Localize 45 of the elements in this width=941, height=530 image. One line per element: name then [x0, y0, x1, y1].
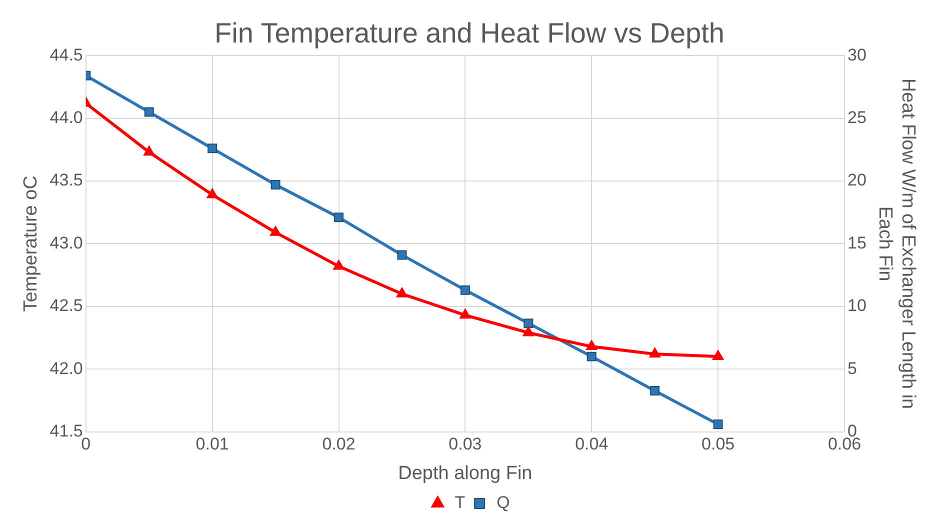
y-tick-label: 42.5	[50, 296, 83, 316]
y-tick-label: 44.0	[50, 108, 83, 127]
y2-tick-label: 15	[847, 233, 866, 252]
point	[144, 107, 154, 117]
y-tick-label: 41.5	[50, 421, 83, 440]
point	[206, 188, 218, 198]
point	[586, 340, 598, 350]
point	[649, 348, 661, 358]
y2-tick-label: 25	[847, 108, 866, 127]
point	[524, 318, 534, 328]
point	[586, 352, 596, 362]
y-tick-label: 42.0	[50, 358, 83, 378]
x-tick-label: 0.04	[575, 434, 608, 454]
x-axis-title: Depth along Fin	[398, 462, 532, 484]
point	[397, 250, 407, 260]
y-axis-title: Temperature oC	[20, 176, 42, 312]
y-tick-label: 43.5	[50, 170, 83, 190]
y-tick-label: 44.5	[50, 45, 83, 64]
point	[460, 285, 470, 295]
point	[713, 420, 723, 430]
point	[396, 287, 408, 298]
y2-axis-title: Heat Flow W/m of Exchanger Length in Each Fin	[874, 78, 918, 409]
point	[650, 386, 660, 396]
y2-tick-label: 10	[847, 296, 866, 316]
x-tick-label: 0	[81, 434, 91, 454]
point	[712, 350, 724, 360]
point	[334, 212, 344, 222]
point	[333, 260, 344, 270]
y2-tick-label: 30	[847, 45, 866, 64]
y2-tick-label: 20	[847, 170, 866, 190]
x-tick-label: 0.02	[322, 434, 356, 454]
y2-tick-label: 5	[847, 358, 857, 378]
point	[459, 308, 471, 319]
point	[270, 180, 280, 190]
chart-title: Fin Temperature and Heat Flow vs Depth	[214, 18, 724, 49]
point	[522, 326, 534, 336]
legend-label: T	[454, 493, 466, 512]
x-tick-label: 0.03	[448, 434, 482, 454]
x-tick-label: 0.05	[702, 434, 735, 454]
y-tick-label: 43.0	[50, 233, 83, 252]
point	[270, 226, 282, 236]
point	[208, 144, 218, 154]
legend-label: Q	[496, 493, 510, 512]
point	[143, 146, 155, 156]
x-tick-label: 0.01	[196, 434, 229, 454]
